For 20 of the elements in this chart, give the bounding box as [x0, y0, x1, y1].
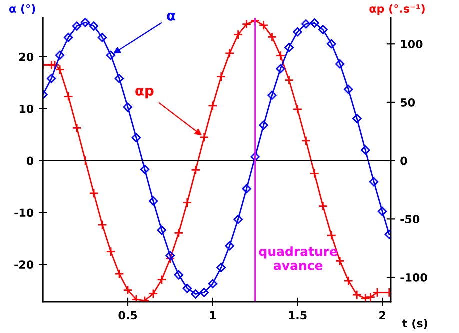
- y-tick-label: 0: [26, 156, 34, 166]
- y-tick-label: -20: [14, 260, 34, 270]
- x-axis-title: t (s): [402, 319, 428, 329]
- x-tick-label: 1: [210, 311, 216, 320]
- x-tick-label: 2: [380, 311, 386, 320]
- y-tick-label: 10: [20, 104, 34, 114]
- y-tick-label: 20: [20, 52, 34, 62]
- y2-tick-label: 50: [400, 98, 416, 107]
- x-tick-label: 0.5: [118, 311, 138, 320]
- y2-tick-label: 0: [400, 156, 408, 166]
- y2-axis-title: αp (°.s⁻¹): [370, 4, 425, 16]
- y2-tick-label: -50: [400, 215, 420, 224]
- y2-tick-label: -100: [400, 274, 428, 282]
- y-axis-title: α (°): [10, 4, 36, 14]
- x-tick-label: 1.5: [289, 311, 307, 320]
- annotation: αp: [136, 88, 154, 99]
- annotation: α: [167, 12, 176, 21]
- ref-line-label: quadrature avance: [259, 246, 338, 270]
- y2-tick-label: 100: [401, 40, 423, 48]
- y-tick-label: -10: [14, 208, 34, 218]
